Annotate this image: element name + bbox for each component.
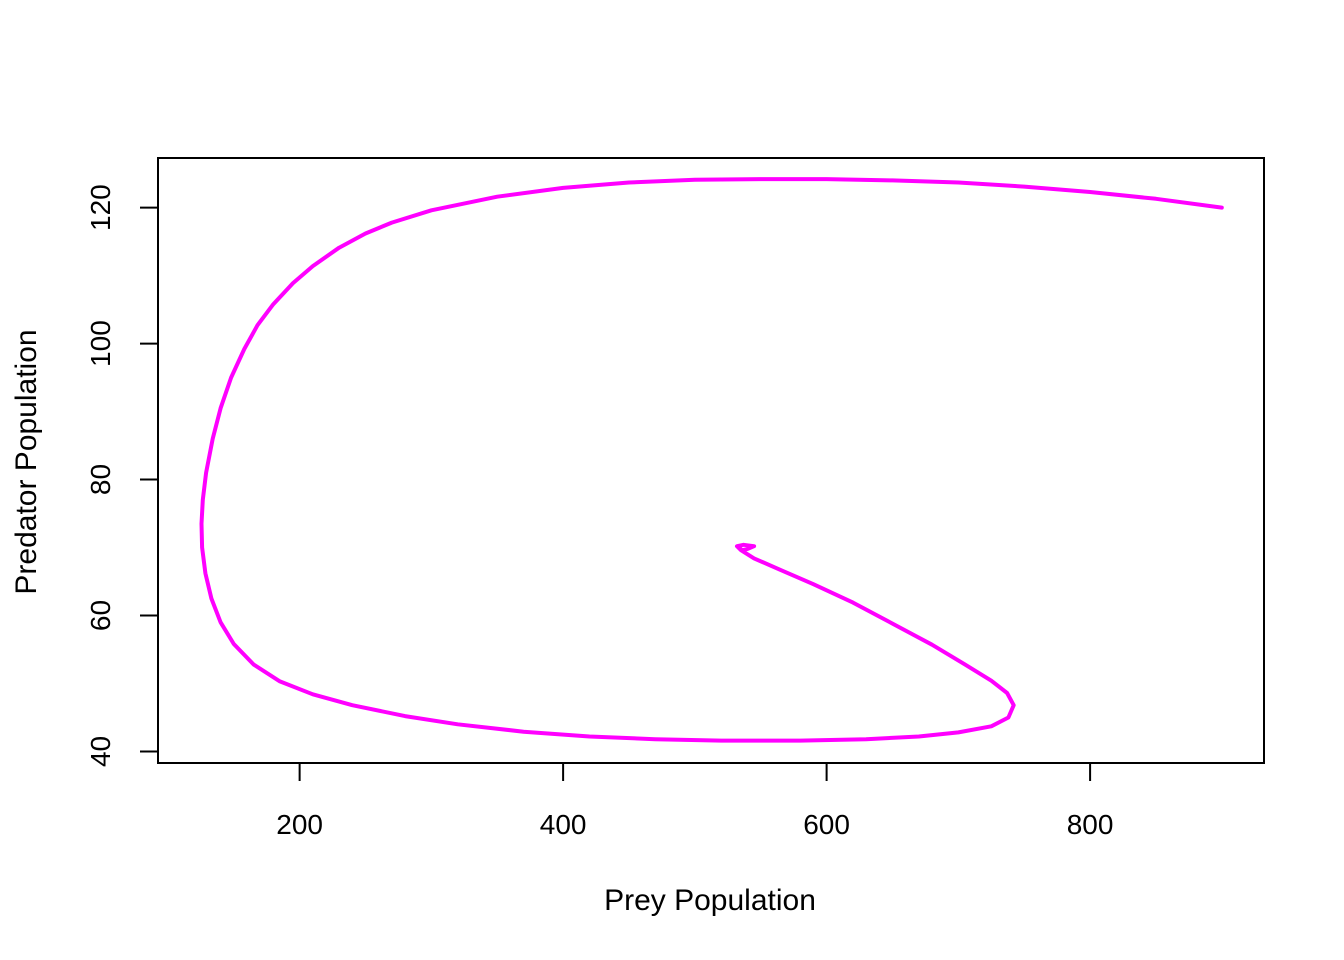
y-axis-title: Predator Population bbox=[10, 329, 43, 594]
x-axis: 200 400 600 800 bbox=[276, 762, 1114, 840]
x-axis-title: Prey Population bbox=[604, 884, 816, 917]
y-tick-label: 60 bbox=[85, 600, 116, 631]
y-tick-label: 40 bbox=[85, 736, 116, 767]
x-tick-label: 400 bbox=[540, 809, 587, 840]
y-tick-label: 80 bbox=[85, 464, 116, 495]
series-line bbox=[199, 177, 1224, 743]
y-axis: 40 60 80 100 120 bbox=[85, 184, 159, 767]
x-tick-label: 200 bbox=[276, 809, 323, 840]
data-series bbox=[199, 177, 1224, 743]
x-tick-label: 800 bbox=[1067, 809, 1114, 840]
y-tick-label: 120 bbox=[85, 184, 116, 231]
y-tick-label: 100 bbox=[85, 320, 116, 367]
x-tick-label: 600 bbox=[803, 809, 850, 840]
